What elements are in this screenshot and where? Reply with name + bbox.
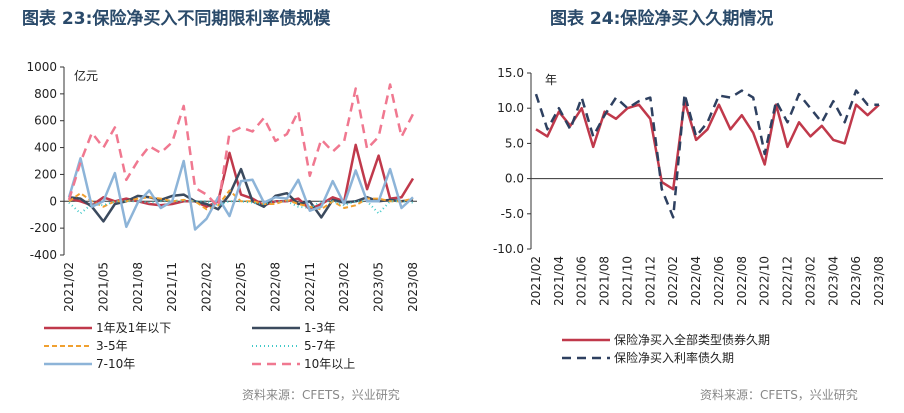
right-source-note: 资料来源：CFETS，兴业研究 bbox=[700, 388, 858, 402]
left-source-note: 资料来源：CFETS，兴业研究 bbox=[242, 388, 400, 402]
left-x-tick-label: 2023/05 bbox=[372, 262, 386, 312]
left-series-line-3 bbox=[68, 189, 414, 211]
left-y-tick-label: 200 bbox=[34, 167, 57, 181]
left-chart: 亿元 -400 -200 0 200 400 600 800 1000 2021/02 2021/0… bbox=[26, 60, 420, 371]
left-legend-label-3: 3-5年 bbox=[96, 339, 128, 353]
left-x-tick-label: 2021/08 bbox=[131, 262, 145, 312]
left-y-tick-label: 600 bbox=[34, 114, 57, 128]
left-x-tick-label: 2021/02 bbox=[62, 262, 76, 312]
left-y-tick-label: 1000 bbox=[26, 60, 57, 74]
left-chart-title: 图表 23:保险净买入不同期限利率债规模 bbox=[22, 9, 331, 29]
right-x-tick-label: 2021/10 bbox=[620, 256, 634, 306]
right-x-tick-label: 2021/06 bbox=[575, 256, 589, 306]
left-x-tick-label: 2022/11 bbox=[303, 262, 317, 312]
right-x-tick-label: 2021/04 bbox=[552, 256, 566, 306]
left-x-tick-label: 2021/05 bbox=[96, 262, 110, 312]
right-y-tick-label: -10.0 bbox=[493, 242, 524, 256]
right-x-tick-label: 2022/08 bbox=[735, 256, 749, 306]
left-legend-label-1: 1年及1年以下 bbox=[96, 321, 171, 335]
left-legend-label-4: 5-7年 bbox=[304, 339, 336, 353]
right-x-tick-label: 2023/02 bbox=[803, 256, 817, 306]
right-unit-label: 年 bbox=[545, 73, 557, 87]
left-series-line-6 bbox=[67, 83, 415, 208]
right-x-tick-label: 2022/12 bbox=[781, 256, 795, 306]
right-y-tick-label: -5.0 bbox=[501, 207, 524, 221]
left-series-line-1 bbox=[68, 143, 415, 211]
right-chart-title: 图表 24:保险净买入久期情况 bbox=[550, 9, 774, 29]
left-x-tick-label: 2023/08 bbox=[406, 262, 420, 312]
left-legend-label-2: 1-3年 bbox=[304, 321, 336, 335]
left-unit-label: 亿元 bbox=[74, 68, 98, 83]
left-y-tick-label: 800 bbox=[34, 87, 57, 101]
right-x-tick-label: 2023/06 bbox=[849, 256, 863, 306]
left-y-tick-label: -200 bbox=[30, 221, 57, 235]
left-x-tick-label: 2021/11 bbox=[165, 262, 179, 312]
left-y-tick-label: -400 bbox=[30, 248, 57, 262]
right-x-tick-label: 2021/12 bbox=[643, 256, 657, 306]
right-legend-label-1: 保险净买入全部类型债券久期 bbox=[614, 332, 770, 347]
right-legend-label-2: 保险净买入利率债久期 bbox=[614, 350, 734, 365]
right-y-tick-label: 15.0 bbox=[497, 66, 524, 80]
left-x-tick-label: 2022/08 bbox=[268, 262, 282, 312]
right-y-tick-label: 10.0 bbox=[497, 101, 524, 115]
left-legend-label-5: 7-10年 bbox=[96, 357, 135, 371]
left-y-tick-label: 0 bbox=[49, 194, 57, 208]
left-x-tick-label: 2022/02 bbox=[200, 262, 214, 312]
right-y-tick-label: 0.0 bbox=[505, 172, 524, 186]
right-x-tick-label: 2022/02 bbox=[666, 256, 680, 306]
right-x-tick-label: 2022/04 bbox=[689, 256, 703, 306]
right-x-tick-label: 2022/06 bbox=[712, 256, 726, 306]
left-x-tick-label: 2022/05 bbox=[234, 262, 248, 312]
left-legend-label-6: 10年以上 bbox=[304, 357, 355, 371]
left-series-line-5 bbox=[67, 157, 414, 231]
right-x-tick-label: 2023/08 bbox=[872, 256, 886, 306]
right-x-tick-label: 2021/02 bbox=[529, 256, 543, 306]
right-series-line-2 bbox=[534, 89, 879, 219]
right-series-line-1 bbox=[535, 99, 880, 191]
right-x-tick-label: 2021/08 bbox=[598, 256, 612, 306]
left-y-tick-label: 400 bbox=[34, 141, 57, 155]
right-y-tick-label: 5.0 bbox=[505, 136, 524, 150]
right-x-tick-label: 2022/10 bbox=[758, 256, 772, 306]
left-x-tick-label: 2023/02 bbox=[337, 262, 351, 312]
right-x-tick-label: 2023/04 bbox=[826, 256, 840, 306]
